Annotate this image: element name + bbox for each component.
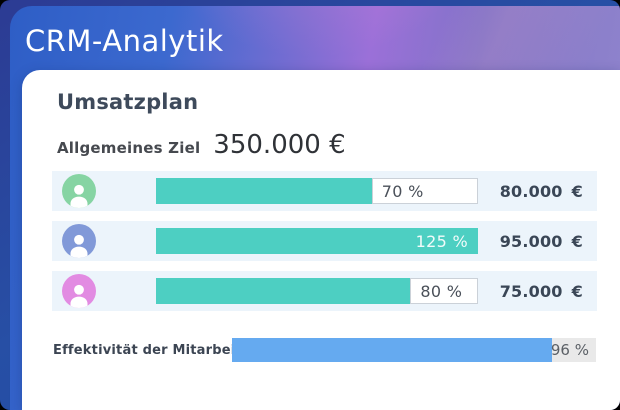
app-title: CRM-Analytik bbox=[25, 24, 224, 58]
amount-value: 75.000 bbox=[499, 281, 563, 301]
sales-row[interactable]: 125 % 95.000 € bbox=[52, 221, 597, 261]
percent-label: 125 % bbox=[415, 231, 468, 251]
progress-track: 70 % bbox=[156, 178, 478, 204]
currency-symbol: € bbox=[571, 281, 583, 301]
percent-box: 70 % bbox=[371, 178, 478, 204]
percent-label: 70 % bbox=[381, 181, 424, 201]
person-icon bbox=[62, 224, 96, 258]
progress-fill: 125 % bbox=[156, 228, 478, 254]
goal-label: Allgemeines Ziel bbox=[57, 139, 201, 157]
revenue-card: Umsatzplan Allgemeines Ziel 350.000 € 70… bbox=[22, 70, 620, 410]
effectiveness-label: Effektivität der Mitarbeiter bbox=[53, 343, 258, 358]
overall-goal: Allgemeines Ziel 350.000 € bbox=[57, 130, 346, 160]
amount: 75.000 € bbox=[500, 271, 583, 311]
amount-value: 95.000 bbox=[499, 231, 563, 251]
percent-box: 80 % bbox=[410, 278, 478, 304]
amount: 80.000 € bbox=[500, 171, 583, 211]
progress-track: 80 % bbox=[156, 278, 478, 304]
sales-rows: 70 % 80.000 € 125 % bbox=[52, 171, 597, 321]
person-icon bbox=[62, 274, 96, 308]
sales-row[interactable]: 70 % 80.000 € bbox=[52, 171, 597, 211]
effectiveness-track: 96 % bbox=[232, 338, 596, 362]
effectiveness-fill bbox=[232, 338, 553, 362]
currency-symbol: € bbox=[571, 231, 583, 251]
amount-value: 80.000 bbox=[499, 181, 563, 201]
currency-symbol: € bbox=[571, 181, 583, 201]
progress-fill bbox=[156, 278, 411, 304]
percent-label: 80 % bbox=[420, 281, 463, 301]
sales-row[interactable]: 80 % 75.000 € bbox=[52, 271, 597, 311]
effectiveness-percent: 96 % bbox=[550, 341, 589, 359]
progress-track: 125 % bbox=[156, 228, 478, 254]
progress-fill bbox=[156, 178, 372, 204]
person-icon bbox=[62, 174, 96, 208]
amount: 95.000 € bbox=[500, 221, 583, 261]
card-title: Umsatzplan bbox=[57, 90, 199, 114]
goal-value: 350.000 € bbox=[213, 130, 346, 160]
